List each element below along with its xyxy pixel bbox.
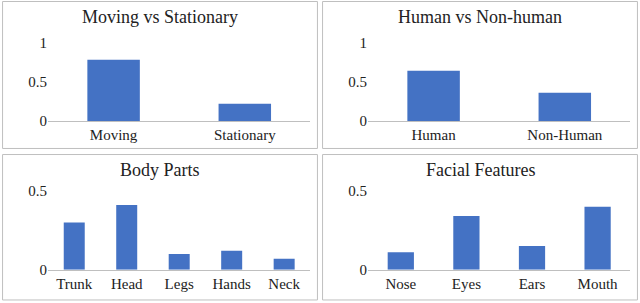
svg-text:0.5: 0.5 bbox=[348, 183, 367, 199]
svg-text:Mouth: Mouth bbox=[578, 276, 619, 292]
svg-text:Eyes: Eyes bbox=[452, 276, 481, 292]
svg-text:Trunk: Trunk bbox=[56, 276, 93, 292]
svg-text:Non-Human: Non-Human bbox=[527, 127, 602, 143]
svg-text:0.5: 0.5 bbox=[28, 183, 47, 199]
svg-text:Legs: Legs bbox=[165, 276, 194, 292]
svg-text:Stationary: Stationary bbox=[214, 127, 276, 143]
svg-text:Hands: Hands bbox=[213, 276, 251, 292]
svg-text:0: 0 bbox=[360, 113, 368, 129]
svg-text:0: 0 bbox=[360, 262, 368, 278]
svg-text:0: 0 bbox=[40, 113, 48, 129]
svg-text:Head: Head bbox=[111, 276, 143, 292]
svg-text:1: 1 bbox=[360, 35, 368, 51]
svg-text:1: 1 bbox=[40, 35, 48, 51]
svg-text:0.5: 0.5 bbox=[348, 74, 367, 90]
svg-text:Moving: Moving bbox=[90, 127, 138, 143]
svg-text:Facial Features: Facial Features bbox=[426, 160, 535, 180]
svg-text:0.5: 0.5 bbox=[28, 74, 47, 90]
svg-text:Human: Human bbox=[412, 127, 457, 143]
svg-text:Nose: Nose bbox=[385, 276, 416, 292]
svg-text:0: 0 bbox=[40, 262, 48, 278]
svg-text:Neck: Neck bbox=[268, 276, 300, 292]
svg-text:Ears: Ears bbox=[519, 276, 546, 292]
svg-text:Body Parts: Body Parts bbox=[120, 160, 200, 180]
svg-text:Human vs Non-human: Human vs Non-human bbox=[398, 7, 562, 27]
svg-text:Moving vs Stationary: Moving vs Stationary bbox=[82, 7, 238, 27]
